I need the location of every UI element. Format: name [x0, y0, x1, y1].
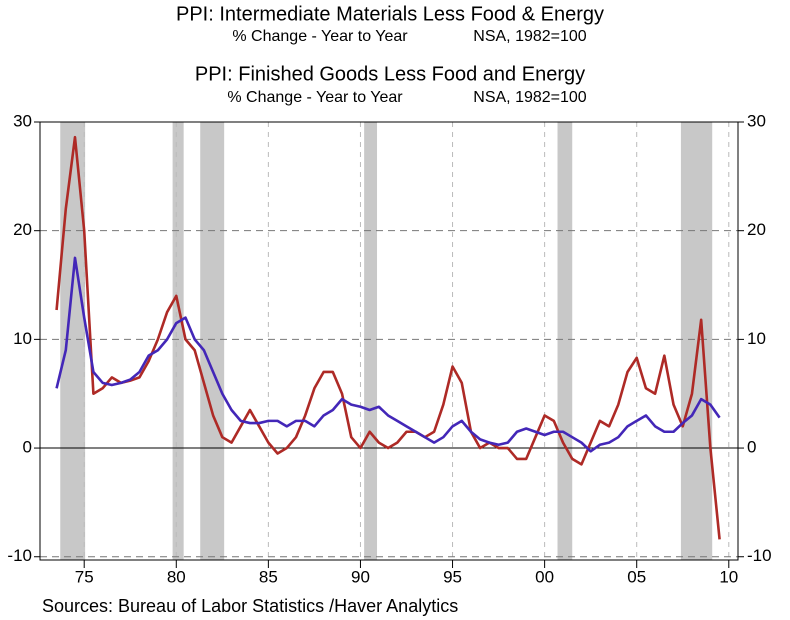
x-tick-label: 10 [719, 567, 738, 586]
x-tick-label: 95 [443, 567, 462, 586]
y-tick-label: -10 [7, 546, 32, 565]
source: Sources: Bureau of Labor Statistics /Hav… [42, 596, 458, 616]
x-tick-label: 85 [259, 567, 278, 586]
x-tick-label: 80 [167, 567, 186, 586]
recession-band [60, 122, 86, 560]
recession-band [172, 122, 184, 560]
series-note: NSA, 1982=100 [473, 89, 587, 106]
recession-band [200, 122, 225, 560]
series-title: PPI: Intermediate Materials Less Food & … [176, 3, 604, 25]
plot-frame [39, 121, 739, 561]
series-line [55, 135, 721, 540]
y-tick-label: 10 [13, 329, 32, 348]
y-tick-label: 0 [23, 438, 32, 457]
series-subtitle: % Change - Year to Year [232, 28, 408, 45]
y2-tick-label: 30 [747, 111, 766, 130]
recession-band [680, 122, 713, 560]
series-subtitle: % Change - Year to Year [227, 89, 403, 106]
x-tick-label: 05 [627, 567, 646, 586]
y2-tick-label: 20 [747, 220, 766, 239]
recession-band [557, 122, 573, 560]
series-note: NSA, 1982=100 [473, 28, 587, 45]
y-tick-label: 30 [13, 111, 32, 130]
x-tick-label: 90 [351, 567, 370, 586]
x-tick-label: 75 [75, 567, 94, 586]
recession-band [364, 122, 378, 560]
y-tick-label: 20 [13, 220, 32, 239]
y2-tick-label: 0 [747, 438, 756, 457]
series-title: PPI: Finished Goods Less Food and Energy [195, 63, 585, 85]
y2-tick-label: -10 [747, 546, 772, 565]
series-line [55, 256, 721, 453]
x-tick-label: 00 [535, 567, 554, 586]
y2-tick-label: 10 [747, 329, 766, 348]
